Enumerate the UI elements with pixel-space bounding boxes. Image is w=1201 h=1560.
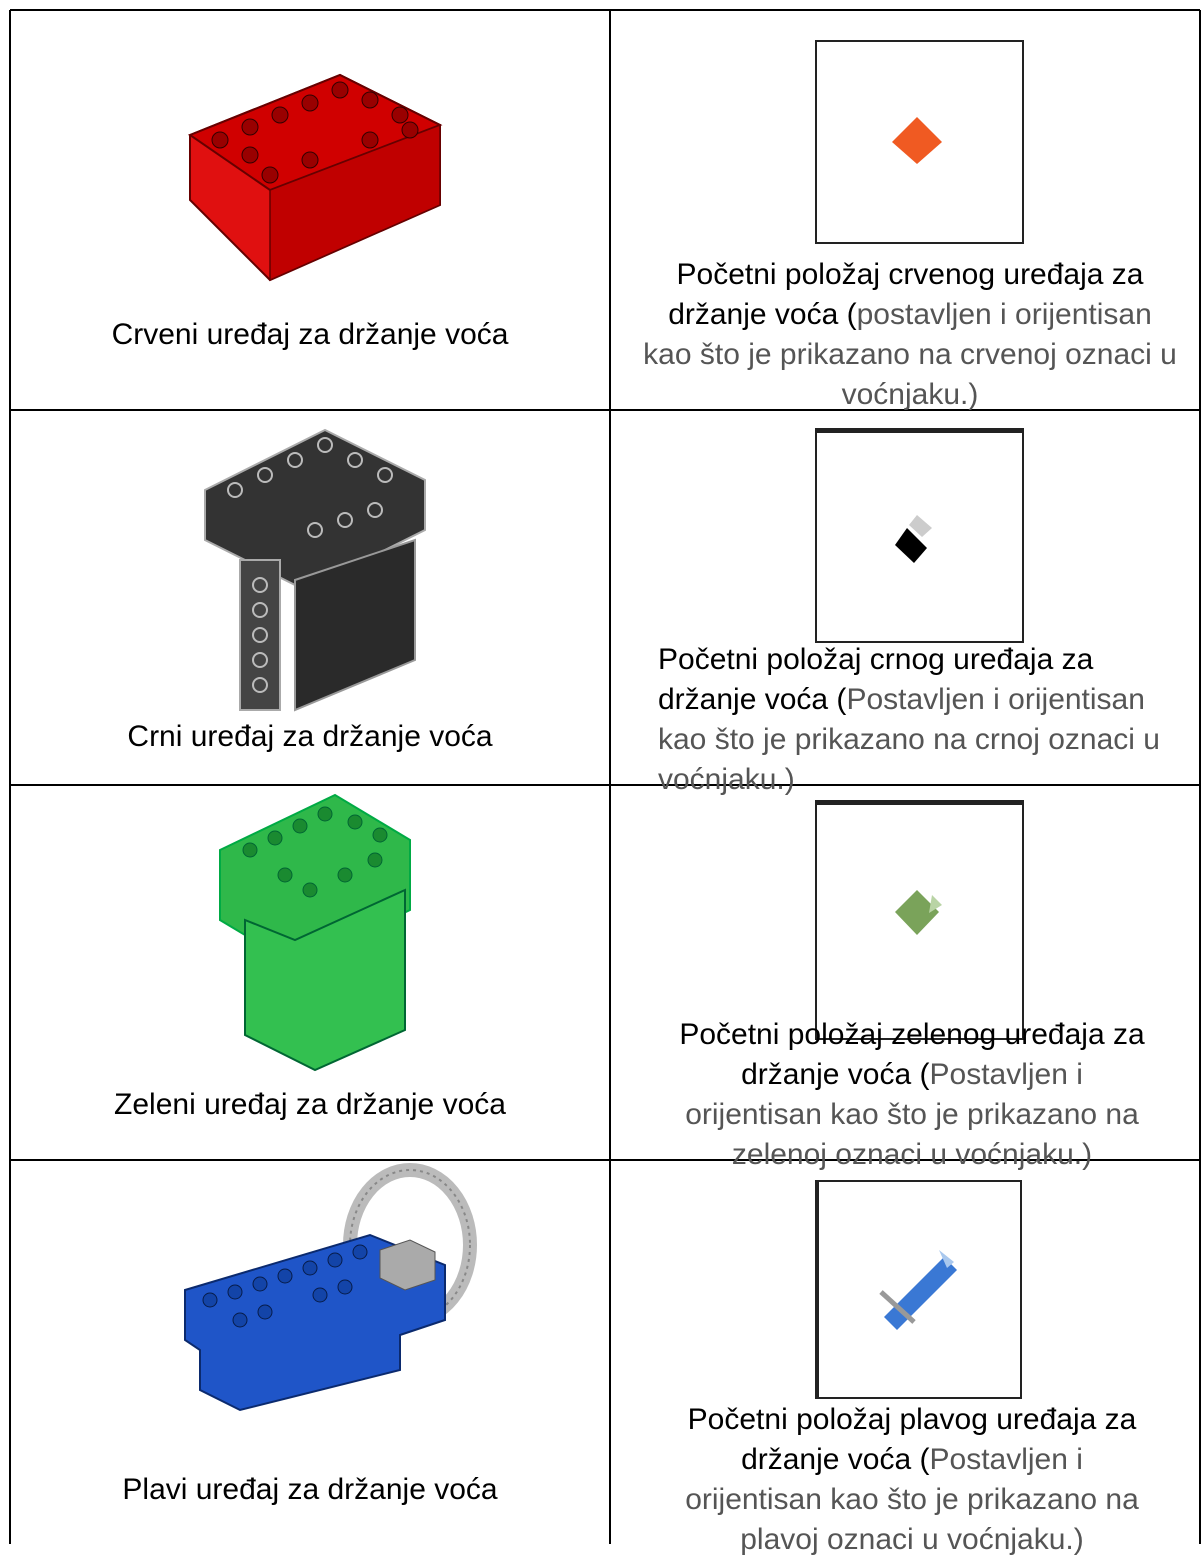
position-note: postavljen i orijentisan kao što je prik… [643, 298, 1177, 411]
green-device-image [219, 793, 411, 1072]
blue-marker-frame [815, 1180, 1022, 1399]
green-marker [895, 890, 942, 935]
red-marker-frame [815, 40, 1024, 244]
blue-device-image [184, 1163, 477, 1412]
position-note: Postavljen i orijentisan kao što je prik… [658, 683, 1160, 796]
device-label: Crni uređaj za držanje voća [127, 720, 493, 753]
position-note: Postavljen i orijentisan kao što je prik… [685, 1058, 1139, 1171]
red-marker [892, 117, 942, 164]
position-caption: Početni položaj crvenog uređaja za držan… [640, 255, 1180, 415]
device-label: Plavi uređaj za držanje voća [122, 1473, 498, 1506]
position-caption: Početni položaj plavog uređaja za držanj… [672, 1400, 1152, 1560]
device-label: Zeleni uređaj za držanje voća [114, 1088, 506, 1121]
red-device-image [187, 73, 443, 282]
blue-marker [879, 1250, 957, 1330]
position-caption: Početni položaj crnog uređaja za držanje… [658, 640, 1198, 800]
position-text: Početni položaj crvenog uređaja za držan… [668, 258, 1144, 331]
green-marker-frame [815, 800, 1024, 1040]
device-label: Crveni uređaj za držanje voća [111, 318, 509, 351]
black-marker [895, 515, 932, 563]
black-marker-frame [815, 428, 1024, 643]
position-text: Početni položaj plavog uređaja za držanj… [687, 1403, 1137, 1476]
black-device-image [204, 428, 426, 712]
position-text: Početni položaj crnog uređaja za držanje… [658, 643, 1094, 716]
position-text: Početni položaj zelenog uređaja za držan… [679, 1018, 1145, 1091]
position-caption: Početni položaj zelenog uređaja za držan… [672, 1015, 1152, 1175]
